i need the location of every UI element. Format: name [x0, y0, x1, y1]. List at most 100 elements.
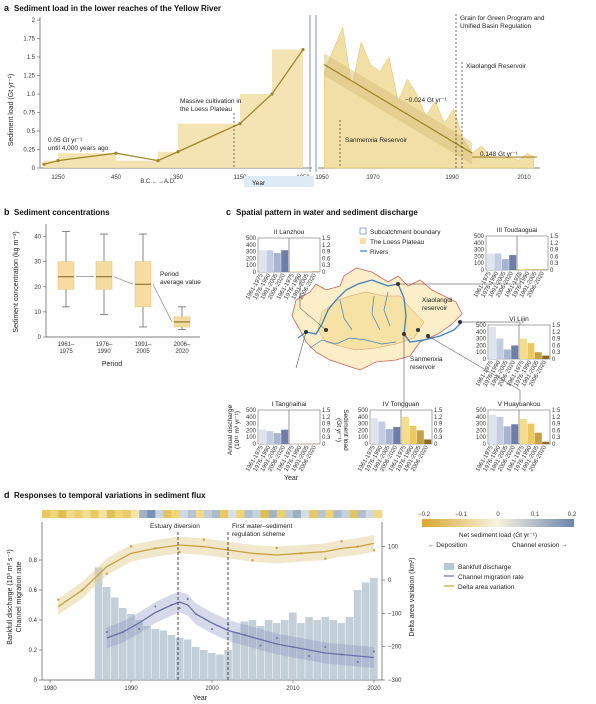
station-right-tick: 0.6	[550, 254, 559, 260]
b-cat-line2: 2005	[136, 349, 150, 355]
a-ytick-label: 0	[32, 166, 36, 172]
delta-point	[340, 540, 343, 543]
channel-point	[138, 628, 141, 630]
discharge-bar	[511, 424, 519, 444]
strip-cell	[268, 510, 278, 518]
d-xtick-label: 1980	[43, 686, 57, 692]
discharge-bar	[266, 250, 274, 272]
station-chart: II Lanzhou50040030020010001.51.20.90.60.…	[245, 229, 331, 301]
b-cat-line2: 1990	[97, 349, 111, 355]
reservoir-sanmenxia-1: Sanmenxia	[410, 356, 443, 363]
station-right-tick: 1.5	[552, 323, 561, 329]
strip-cell	[341, 510, 350, 518]
colorbar-tick: 0.1	[531, 512, 540, 518]
bankfull-bar	[321, 617, 330, 680]
d-ytick-right-label: −200	[388, 645, 402, 651]
station-right-tick: 0.9	[552, 422, 561, 428]
a-hist-bar	[44, 160, 58, 168]
station-left-tick: 100	[246, 435, 257, 441]
channel-point	[170, 604, 173, 606]
colorbar-erosion: Channel erosion →	[512, 542, 568, 549]
d-ytick-left-label: 0.4	[29, 618, 38, 624]
strip-cell	[139, 510, 148, 518]
b-connector	[113, 276, 134, 285]
strip-cell	[309, 510, 318, 518]
bankfull-bar	[119, 608, 127, 680]
sediment-bar	[416, 430, 424, 444]
a-modern-area	[323, 26, 535, 169]
d-ytick-right-label: −300	[388, 678, 402, 684]
station-chart: VI Lijin50040030020010001.51.20.90.60.30…	[475, 316, 561, 388]
ann-average: average value	[160, 279, 201, 286]
station-connectors	[295, 274, 521, 404]
discharge-bar	[509, 255, 517, 270]
a-xtick-2010: 2010	[517, 175, 531, 181]
station-left-tick: 300	[246, 250, 257, 256]
panel-b-categories: 1961–1975 1976–1990 1991–2005 2006–2020	[58, 342, 191, 355]
bankfull-bar	[191, 647, 200, 680]
a-trend-line	[323, 63, 473, 154]
bankfull-bar	[175, 638, 184, 680]
colorbar: −0.2 −0.1 0 0.1 0.2	[418, 512, 577, 527]
colorbar-title: Net sediment load (Gt yr⁻¹)	[459, 532, 537, 539]
discharge-bar	[487, 253, 494, 270]
a-hist-line	[43, 49, 304, 165]
station-left-tick: 100	[358, 435, 369, 441]
sediment-bar	[527, 343, 535, 359]
channel-point	[105, 631, 108, 633]
station-left-tick: 300	[476, 422, 487, 428]
station-name: II Lanzhou	[274, 229, 305, 236]
bankfull-bar	[127, 614, 135, 680]
station-right-tick: 1.5	[434, 408, 443, 414]
d-xtick-label: 2010	[286, 686, 300, 692]
channel-point	[194, 613, 197, 615]
strip-cell	[212, 510, 221, 518]
strip-cell	[163, 510, 172, 518]
bankfull-bar	[297, 623, 305, 680]
station-left-tick: 400	[476, 330, 487, 336]
station-right-tick: 0	[552, 442, 556, 448]
station-name: III Toudaoguai	[497, 227, 538, 234]
panel-b: b Sediment concentrations Sediment conce…	[4, 207, 201, 368]
sediment-bar	[532, 269, 540, 270]
station-chart: I Tangnaihai50040030020010001.51.20.90.6…	[245, 401, 331, 473]
delta-point	[356, 545, 359, 548]
strip-cell	[147, 510, 156, 518]
station-right-tick: 0.3	[322, 435, 331, 441]
a-ytick-label: 2	[32, 18, 36, 24]
discharge-bar	[371, 418, 378, 444]
delta-band	[58, 535, 374, 615]
loess-plateau	[317, 291, 425, 351]
a-xtick-1250: 1250	[51, 175, 65, 181]
station-right-tick: 1.2	[552, 330, 561, 336]
station-right-tick: 1.2	[552, 415, 561, 421]
reservoir-xiaolangdi-2: reservoir	[422, 305, 448, 312]
delta-point	[154, 547, 157, 550]
ann-regulation-2: regulation scheme	[232, 531, 285, 538]
station-right-tick: 0.9	[322, 422, 331, 428]
discharge-bar	[501, 259, 509, 270]
station-left-tick: 200	[476, 343, 487, 349]
strip-cell	[179, 510, 189, 518]
panel-b-letter: b	[4, 207, 10, 217]
strip-cell	[82, 510, 91, 518]
station-left-tick: 500	[476, 323, 487, 329]
a-hist-bar	[116, 160, 158, 168]
b-ytick-label: 40	[34, 235, 41, 241]
strip-cell	[66, 510, 75, 518]
b-box	[95, 261, 113, 290]
bankfull-bar	[313, 620, 321, 680]
station-right-tick: 0.6	[322, 428, 331, 434]
sediment-bar	[518, 268, 525, 270]
station-left-tick: 400	[474, 241, 485, 247]
station-right-tick: 1.5	[322, 408, 331, 414]
station-left-tick: 100	[476, 350, 487, 356]
station-right-tick: 1.2	[434, 415, 443, 421]
bankfull-bar	[216, 654, 224, 680]
a-ytick-label: 1.5	[27, 55, 36, 61]
d-ytick-left-label: 0.2	[29, 648, 38, 654]
station-left-tick: 0	[481, 268, 485, 274]
strip-cell	[98, 510, 108, 518]
discharge-bar	[496, 416, 504, 444]
station-left-tick: 200	[246, 256, 257, 262]
